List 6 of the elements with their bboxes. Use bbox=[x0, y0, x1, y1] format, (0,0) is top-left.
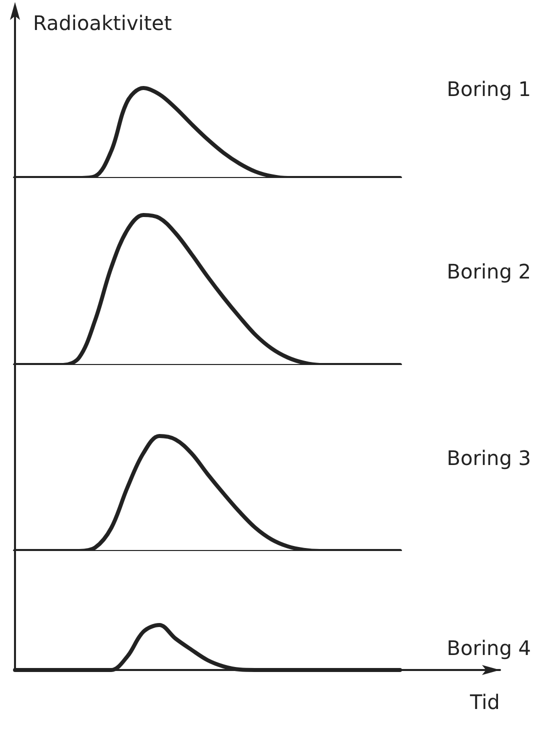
text: Boring 3 bbox=[446, 446, 532, 470]
text: Boring 4 bbox=[446, 636, 532, 660]
y-axis-title: Radioaktivitet bbox=[33, 11, 172, 35]
text: Boring 1 bbox=[446, 77, 532, 101]
text: Boring 2 bbox=[446, 260, 532, 284]
x-axis-title: Tid bbox=[469, 690, 500, 714]
